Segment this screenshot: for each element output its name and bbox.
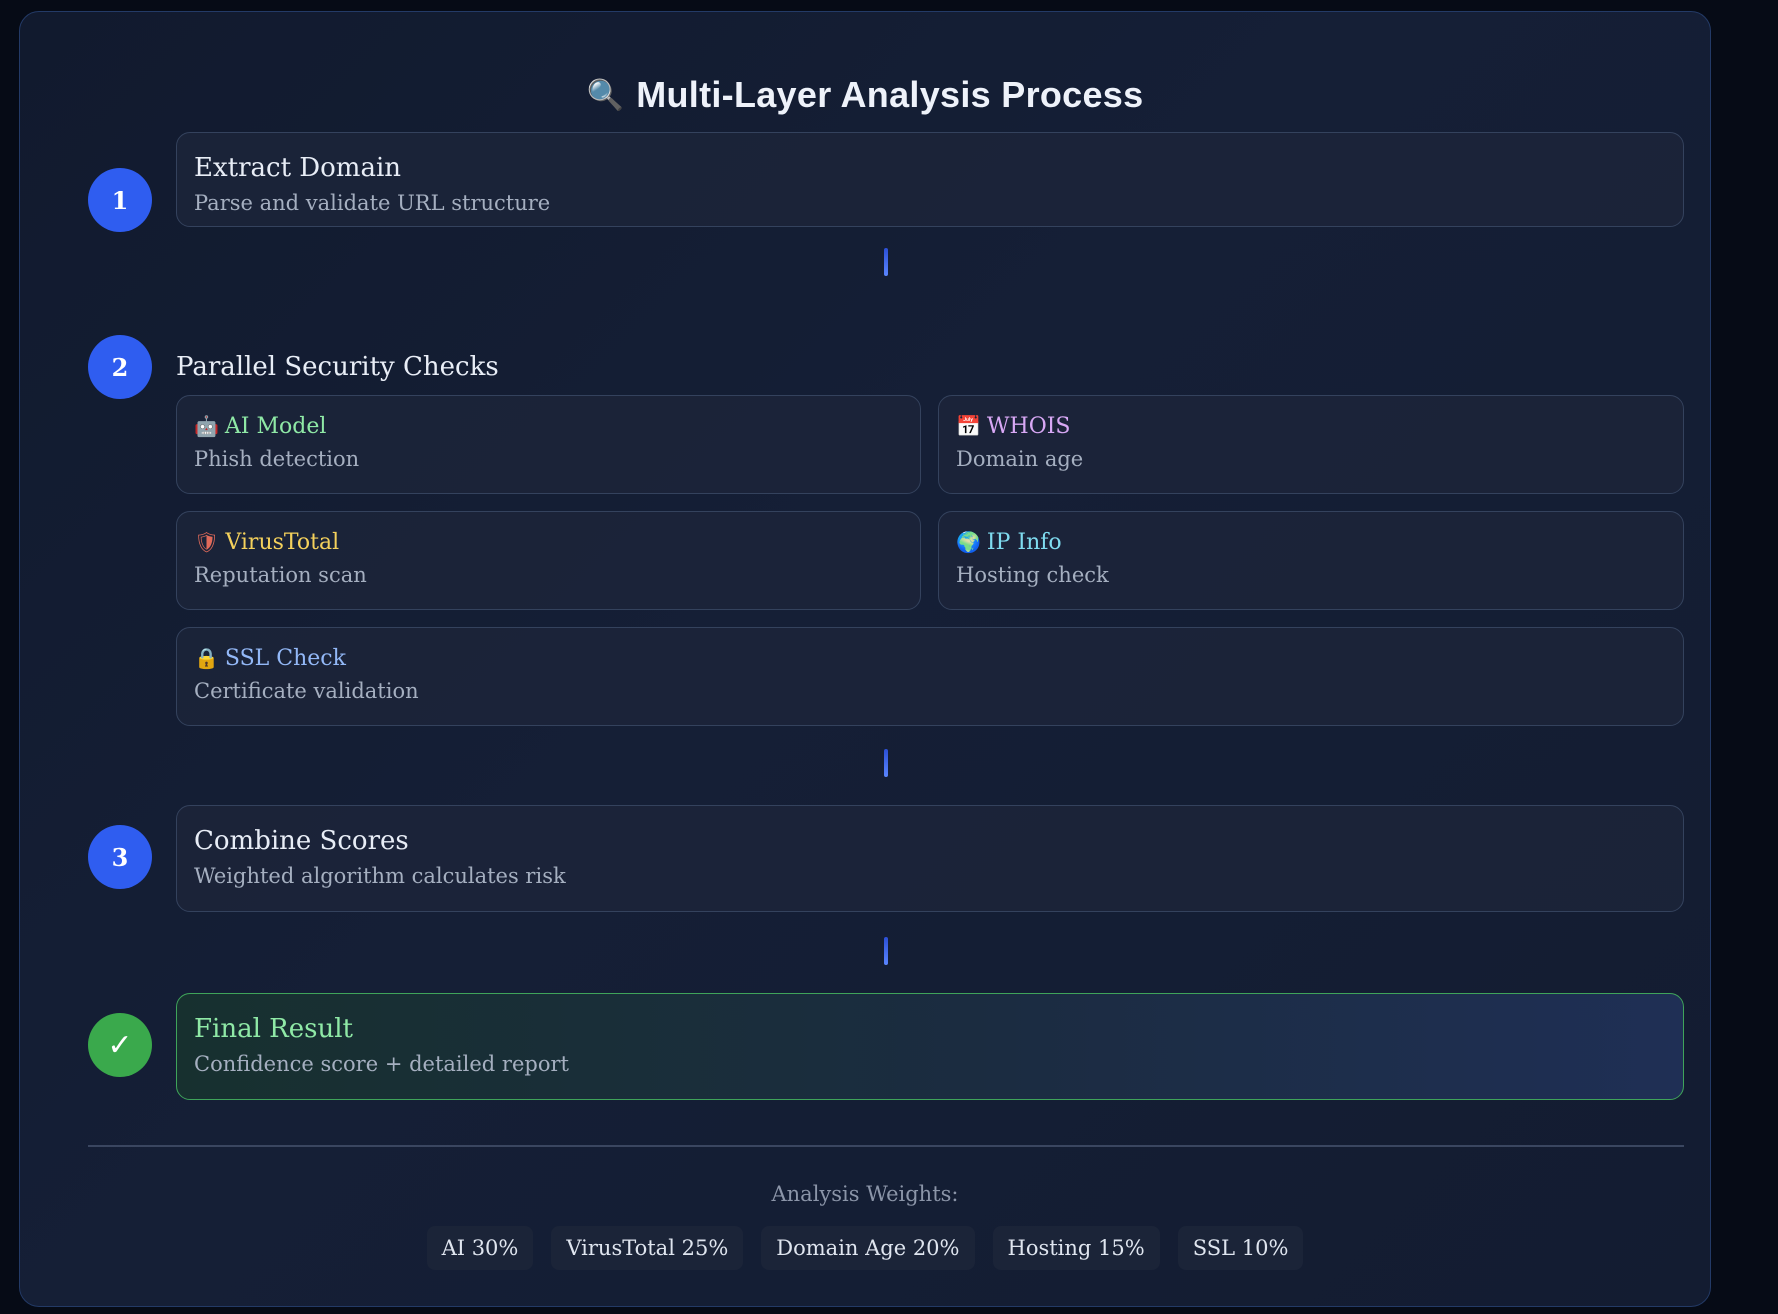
step-extract-domain: Extract Domain Parse and validate URL st… (176, 132, 1684, 227)
check-virustotal-description: Reputation scan (194, 563, 367, 587)
check-ssl-title: 🔒 SSL Check (194, 646, 346, 671)
robot-icon: 🤖 (194, 414, 219, 438)
check-ip-info-title: 🌍 IP Info (956, 530, 1062, 555)
step-3-number: 3 (88, 825, 152, 889)
page-title: 🔍 Multi-Layer Analysis Process (20, 74, 1710, 116)
check-whois-label: WHOIS (986, 414, 1071, 439)
check-card-ip-info: 🌍 IP Info Hosting check (938, 511, 1684, 610)
weight-chip-ssl: SSL 10% (1177, 1226, 1304, 1270)
connector-2 (884, 749, 888, 777)
check-ai-model-description: Phish detection (194, 447, 360, 471)
step-2-number: 2 (88, 335, 152, 399)
check-virustotal-title: 🛡 VirusTotal (194, 530, 339, 555)
lock-icon: 🔒 (194, 646, 219, 670)
check-ai-model-title: 🤖 AI Model (194, 414, 326, 439)
analysis-weights-list: AI 30% VirusTotal 25% Domain Age 20% Hos… (20, 1226, 1710, 1270)
step-final-result-description: Confidence score + detailed report (194, 1052, 569, 1076)
step-extract-domain-title: Extract Domain (194, 153, 402, 183)
calendar-icon: 📅 (956, 414, 981, 438)
weight-chip-domain-age: Domain Age 20% (761, 1226, 975, 1270)
page-title-text: Multi-Layer Analysis Process (636, 74, 1144, 115)
divider (88, 1145, 1684, 1147)
shield-icon: 🛡 (194, 530, 220, 554)
weight-chip-ai: AI 30% (426, 1226, 534, 1270)
analysis-process-panel: 🔍 Multi-Layer Analysis Process 1 Extract … (19, 11, 1711, 1307)
step-combine-scores-title: Combine Scores (194, 826, 409, 856)
step-combine-scores-description: Weighted algorithm calculates risk (194, 864, 566, 888)
step-final-result: Final Result Confidence score + detailed… (176, 993, 1684, 1100)
check-ssl-description: Certificate validation (194, 679, 419, 703)
check-ssl-label: SSL Check (224, 646, 346, 671)
globe-icon: 🌍 (956, 530, 981, 554)
check-ip-info-label: IP Info (986, 530, 1062, 555)
step-final-result-title: Final Result (194, 1014, 353, 1044)
check-whois-description: Domain age (956, 447, 1084, 471)
analysis-weights-label: Analysis Weights: (771, 1182, 959, 1206)
check-card-virustotal: 🛡 VirusTotal Reputation scan (176, 511, 921, 610)
check-ip-info-description: Hosting check (956, 563, 1109, 587)
magnifier-icon: 🔍 (586, 79, 625, 112)
check-ai-model-label: AI Model (224, 414, 327, 439)
step-combine-scores: Combine Scores Weighted algorithm calcul… (176, 805, 1684, 912)
parallel-checks-title: Parallel Security Checks (176, 352, 499, 382)
check-icon: ✓ (88, 1013, 152, 1077)
weight-chip-virustotal: VirusTotal 25% (551, 1226, 744, 1270)
check-virustotal-label: VirusTotal (225, 530, 340, 555)
check-card-ssl: 🔒 SSL Check Certificate validation (176, 627, 1684, 726)
check-card-whois: 📅 WHOIS Domain age (938, 395, 1684, 494)
connector-3 (884, 937, 888, 965)
connector-1 (884, 248, 888, 276)
check-card-ai-model: 🤖 AI Model Phish detection (176, 395, 921, 494)
weight-chip-hosting: Hosting 15% (992, 1226, 1160, 1270)
check-whois-title: 📅 WHOIS (956, 414, 1071, 439)
step-1-number: 1 (88, 168, 152, 232)
step-extract-domain-description: Parse and validate URL structure (194, 191, 551, 215)
